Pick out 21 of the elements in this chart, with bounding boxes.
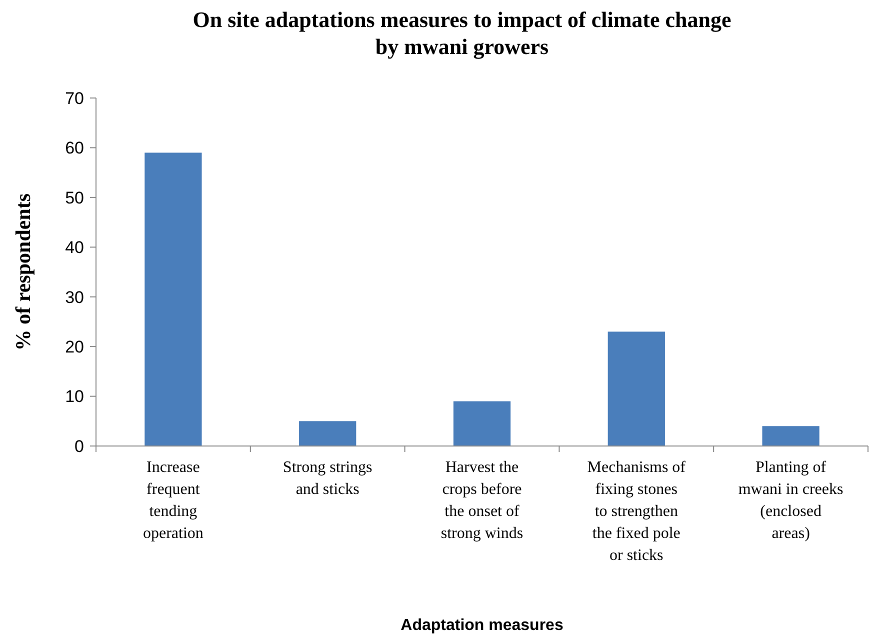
y-tick-label: 10	[65, 387, 84, 406]
y-tick-label: 20	[65, 338, 84, 357]
bar	[762, 426, 820, 446]
y-tick-label: 50	[65, 188, 84, 208]
x-tick-label: Increase frequent tending operation	[142, 459, 204, 542]
y-tick-label: 40	[65, 238, 84, 258]
x-tick-label: Planting of mwani in creeks (enclosed areas)	[738, 459, 844, 542]
y-axis-title: % of respondents	[11, 193, 35, 351]
bar	[453, 401, 511, 446]
x-tick-label: Strong strings and sticks	[282, 459, 372, 498]
y-tick-label: 30	[65, 288, 84, 307]
x-axis-title: Adaptation measures	[400, 617, 564, 634]
y-tick-label: 0	[74, 436, 84, 456]
x-tick-label: Mechanisms of fixing stones to strengthen the fixed pole or sticks	[587, 459, 686, 564]
chart-title: On site adaptations measures to impact of climate change by mwani growers	[192, 7, 732, 59]
bar	[299, 421, 356, 446]
bar	[608, 332, 665, 446]
bar	[144, 152, 202, 446]
x-tick-label: Harvest the crops before the onset of strong winds	[440, 459, 524, 542]
y-tick-label: 60	[65, 138, 84, 158]
y-tick-label: 70	[65, 88, 84, 108]
